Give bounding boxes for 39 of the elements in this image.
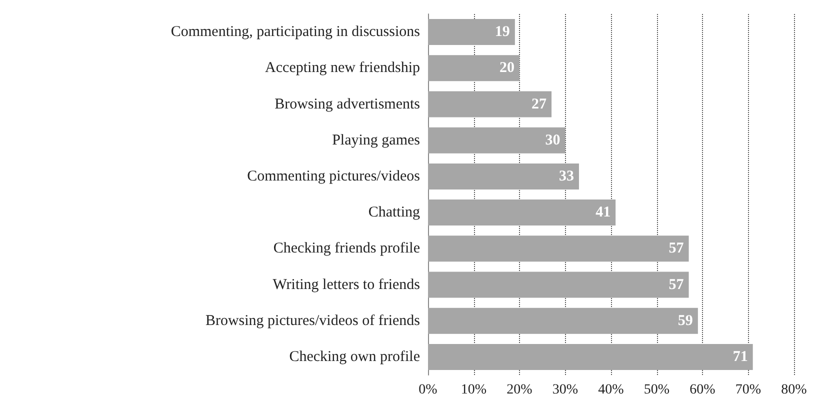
x-tick-label: 30% xyxy=(552,382,578,398)
y-tick-label: Checking own profile xyxy=(289,348,420,365)
bar xyxy=(428,344,753,370)
data-label: 59 xyxy=(678,312,693,329)
bar xyxy=(428,200,616,226)
y-tick-label: Checking friends profile xyxy=(273,240,420,257)
y-tick-label: Commenting pictures/videos xyxy=(247,168,420,184)
data-label: 20 xyxy=(500,60,514,76)
bar xyxy=(428,308,698,334)
x-tick-label: 10% xyxy=(460,382,487,398)
x-tick-label: 40% xyxy=(598,382,624,398)
y-tick-label: Playing games xyxy=(332,132,420,148)
bar xyxy=(428,236,689,262)
data-label: 30 xyxy=(545,132,560,148)
data-label: 41 xyxy=(596,204,611,221)
data-label: 71 xyxy=(732,348,748,365)
x-tick-label: 80% xyxy=(781,382,808,398)
bar xyxy=(428,272,689,298)
bar xyxy=(428,19,515,46)
bar xyxy=(428,127,566,154)
data-label: 57 xyxy=(668,276,684,293)
y-tick-label: Writing letters to friends xyxy=(272,276,420,293)
bar xyxy=(428,55,520,82)
data-label: 27 xyxy=(532,96,548,112)
data-label: 19 xyxy=(494,24,510,40)
bar xyxy=(428,91,552,118)
x-tick-label: 60% xyxy=(690,382,716,398)
data-label: 57 xyxy=(668,240,684,257)
bar xyxy=(428,163,579,190)
y-tick-label: Chatting xyxy=(368,204,420,221)
data-label: 33 xyxy=(558,168,574,184)
y-tick-label: Browsing pictures/videos of friends xyxy=(205,312,420,329)
x-tick-label: 0% xyxy=(418,382,438,398)
x-tick-label: 50% xyxy=(644,382,670,398)
y-tick-label: Accepting new friendship xyxy=(265,60,420,76)
y-tick-label: Browsing advertisments xyxy=(274,96,420,112)
y-tick-label: Commenting, participating in discussions xyxy=(170,24,420,40)
x-tick-label: 20% xyxy=(506,382,533,398)
x-tick-label: 70% xyxy=(735,382,762,398)
